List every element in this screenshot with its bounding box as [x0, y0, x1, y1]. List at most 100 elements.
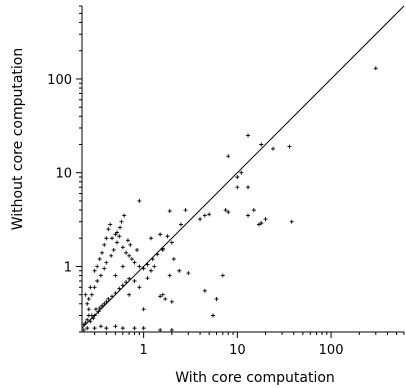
- data-point: [251, 208, 256, 213]
- x-tick-label: 100: [319, 343, 344, 358]
- data-point: [113, 273, 118, 278]
- data-point: [106, 296, 111, 301]
- data-point: [128, 242, 133, 247]
- data-point: [118, 225, 123, 230]
- y-tick-label: 1: [64, 260, 72, 275]
- data-point: [256, 222, 261, 227]
- data-point: [127, 292, 132, 297]
- data-point: [246, 133, 251, 138]
- data-point: [287, 144, 292, 149]
- data-point: [95, 278, 100, 283]
- x-ticks: 1 10 100: [94, 332, 405, 358]
- data-point: [92, 326, 97, 331]
- data-point: [226, 210, 231, 215]
- data-point: [125, 238, 130, 243]
- x-tick-label: 10: [229, 343, 246, 358]
- data-point: [83, 292, 88, 297]
- data-point: [160, 292, 165, 297]
- data-point: [100, 303, 105, 308]
- data-point: [169, 299, 174, 304]
- y-tick-label: 100: [47, 73, 72, 88]
- data-point: [145, 276, 150, 281]
- data-point: [117, 234, 122, 239]
- data-point: [186, 271, 191, 276]
- data-point: [226, 154, 231, 159]
- data-point: [263, 217, 268, 222]
- data-point: [104, 260, 109, 265]
- data-point: [178, 222, 183, 227]
- data-point: [100, 250, 105, 255]
- data-point: [183, 208, 188, 213]
- data-point: [207, 212, 212, 217]
- data-point: [163, 296, 168, 301]
- data-point: [113, 324, 118, 329]
- data-point: [124, 250, 129, 255]
- data-point: [239, 170, 244, 175]
- data-point: [120, 326, 125, 331]
- data-point: [152, 264, 157, 269]
- data-point: [102, 266, 107, 271]
- y-axis-title: Without core computation: [10, 48, 26, 231]
- points-layer: [81, 66, 378, 333]
- data-point: [169, 328, 174, 333]
- data-point: [223, 208, 228, 213]
- data-point: [259, 221, 264, 226]
- data-point: [98, 324, 103, 329]
- data-point: [120, 264, 125, 269]
- data-point: [158, 328, 163, 333]
- x-axis-title: With core computation: [175, 370, 335, 386]
- data-point: [97, 306, 102, 311]
- data-point: [220, 273, 225, 278]
- data-point: [202, 288, 207, 293]
- data-point: [92, 285, 97, 290]
- data-point: [177, 268, 182, 273]
- data-point: [246, 185, 251, 190]
- data-point: [246, 213, 251, 218]
- data-point: [137, 264, 142, 269]
- data-point: [86, 313, 91, 318]
- data-point: [158, 232, 163, 237]
- data-point: [149, 268, 154, 273]
- data-point: [141, 266, 146, 271]
- data-point: [169, 240, 174, 245]
- data-point: [137, 198, 142, 203]
- data-point: [93, 307, 98, 312]
- data-point: [167, 209, 172, 214]
- data-point: [167, 273, 172, 278]
- data-point: [110, 236, 115, 241]
- data-point: [289, 219, 294, 224]
- data-point: [165, 234, 170, 239]
- data-point: [89, 292, 94, 297]
- data-point: [214, 296, 219, 301]
- data-point: [132, 260, 137, 265]
- data-point: [104, 326, 109, 331]
- reference-line-y-equals-x: [81, 5, 405, 329]
- data-point: [85, 317, 90, 322]
- data-point: [127, 276, 132, 281]
- data-point: [115, 230, 120, 235]
- data-point: [158, 294, 163, 299]
- data-point: [104, 236, 109, 241]
- data-point: [198, 217, 203, 222]
- data-point: [86, 296, 91, 301]
- data-point: [102, 301, 107, 306]
- data-point: [88, 285, 93, 290]
- data-point: [109, 253, 114, 258]
- data-point: [137, 285, 142, 290]
- data-point: [270, 146, 275, 151]
- data-point: [129, 257, 134, 262]
- data-point: [211, 313, 216, 318]
- data-point: [95, 264, 100, 269]
- data-point: [86, 307, 91, 312]
- data-point: [132, 278, 137, 283]
- data-point: [106, 227, 111, 232]
- data-point: [85, 301, 90, 306]
- data-point: [135, 247, 140, 252]
- data-point: [149, 236, 154, 241]
- data-point: [111, 247, 116, 252]
- data-point: [117, 286, 122, 291]
- data-point: [259, 142, 264, 147]
- data-point: [108, 222, 113, 227]
- data-point: [141, 307, 146, 312]
